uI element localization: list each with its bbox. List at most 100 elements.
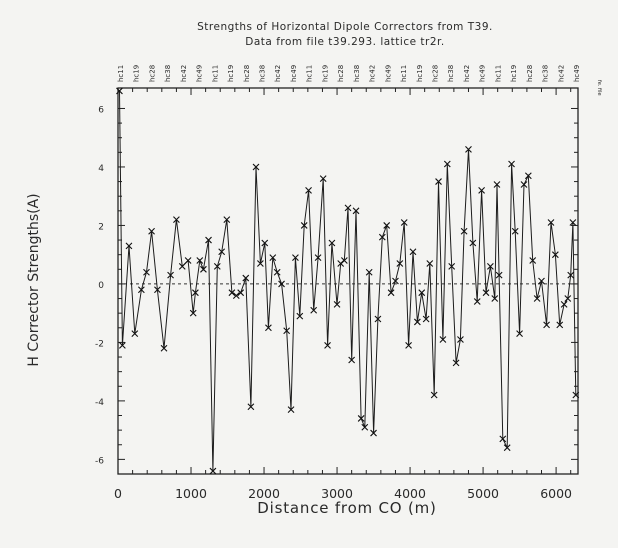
data-point-marker xyxy=(352,207,360,215)
data-point-marker xyxy=(556,321,564,329)
data-point-marker xyxy=(228,289,236,297)
top-corrector-label: hc11 xyxy=(494,65,502,82)
top-corrector-label: hc19 xyxy=(227,65,235,82)
chart-subtitle: Data from file t39.293. lattice tr2r. xyxy=(245,36,444,48)
data-point-marker xyxy=(457,336,464,343)
data-point-marker xyxy=(520,181,528,188)
top-corrector-label: hc19 xyxy=(133,65,141,82)
data-point-marker xyxy=(125,242,133,250)
data-point-marker xyxy=(173,216,180,223)
data-point-marker xyxy=(333,301,341,308)
data-point-marker xyxy=(261,239,269,247)
data-point-marker xyxy=(324,341,331,349)
data-point-marker xyxy=(387,289,395,297)
data-point-marker xyxy=(223,216,231,223)
top-corrector-label: hc28 xyxy=(148,65,156,82)
data-point-marker xyxy=(200,265,207,273)
x-tick-label: 1000 xyxy=(175,486,207,501)
data-point-marker xyxy=(572,391,580,399)
data-point-marker xyxy=(296,312,304,320)
y-tick-label: 6 xyxy=(98,105,104,115)
data-point-marker xyxy=(116,87,123,95)
data-point-marker xyxy=(328,239,336,247)
data-point-marker xyxy=(300,222,308,229)
data-point-marker xyxy=(422,315,430,323)
data-point-marker xyxy=(192,289,199,297)
data-point-marker xyxy=(184,257,192,264)
plot-area: 0 1000 2000 3000 4000 5000 6000 -6 -4 -2 0 2 4 6 hc11 h… xyxy=(95,65,581,501)
top-corrector-label: hc11 xyxy=(400,65,408,82)
top-corrector-label: hc42 xyxy=(369,65,377,82)
x-tick-label: 4000 xyxy=(394,486,426,501)
top-corrector-label: hc49 xyxy=(573,65,581,82)
data-point-marker xyxy=(516,330,523,338)
data-point-marker xyxy=(409,248,417,256)
x-tick-label: 2000 xyxy=(248,486,280,501)
data-point-marker xyxy=(493,181,501,188)
top-corrector-label: hc19 xyxy=(321,65,329,82)
data-point-marker xyxy=(283,327,291,335)
data-point-marker xyxy=(569,219,577,226)
data-point-marker xyxy=(148,227,155,235)
data-point-marker xyxy=(348,356,356,364)
data-point-marker xyxy=(495,271,503,279)
data-point-marker xyxy=(448,262,456,270)
data-point-marker xyxy=(400,219,408,226)
data-point-marker xyxy=(218,248,226,256)
data-point-marker xyxy=(511,227,519,235)
data-point-marker xyxy=(491,295,499,302)
data-point-marker xyxy=(189,309,197,317)
data-point-marker xyxy=(418,289,426,297)
data-point-marker xyxy=(443,160,451,168)
plot-frame xyxy=(117,87,579,475)
data-point-marker xyxy=(118,341,126,349)
data-point-marker xyxy=(452,359,460,367)
data-point-marker xyxy=(167,271,174,279)
top-corrector-label: hc38 xyxy=(259,65,267,82)
data-point-marker xyxy=(567,271,575,279)
data-point-marker xyxy=(486,262,494,270)
top-corrector-label: hc42 xyxy=(274,65,282,82)
data-point-marker xyxy=(435,178,442,185)
data-point-marker xyxy=(378,233,386,241)
x-tick-label: 3000 xyxy=(321,486,353,501)
data-point-marker xyxy=(209,467,217,475)
data-point-marker xyxy=(529,257,537,264)
data-point-marker xyxy=(232,292,240,300)
data-point-marker xyxy=(396,260,404,267)
top-corrector-label: hc19 xyxy=(510,65,518,82)
data-point-marker xyxy=(439,336,447,343)
data-point-marker xyxy=(543,321,550,329)
data-point-marker xyxy=(499,435,507,443)
data-point-marker xyxy=(178,262,186,270)
top-corrector-label: hc28 xyxy=(431,65,439,82)
data-point-marker xyxy=(392,277,399,285)
top-corrector-label: hc11 xyxy=(117,65,125,82)
data-point-marker xyxy=(247,403,255,411)
data-point-marker xyxy=(196,257,204,264)
data-point-marker xyxy=(538,277,545,285)
data-point-marker xyxy=(273,268,281,276)
data-point-marker xyxy=(383,222,391,229)
data-point-marker xyxy=(503,444,511,452)
top-corrector-label: hc49 xyxy=(290,65,298,82)
data-point-marker xyxy=(278,280,285,288)
data-point-marker xyxy=(551,251,559,259)
data-point-marker xyxy=(131,330,139,338)
data-point-marker xyxy=(310,306,318,314)
top-corrector-label: hc42 xyxy=(180,65,188,82)
data-point-marker xyxy=(430,391,438,399)
data-point-marker xyxy=(508,160,515,168)
top-corrector-label: hc19 xyxy=(416,65,424,82)
data-point-marker xyxy=(242,274,250,282)
y-axis-label: H Corrector Strengths(A) xyxy=(26,193,42,366)
top-corrector-label: hc38 xyxy=(542,65,550,82)
y-tick-label: 0 xyxy=(98,281,104,291)
data-point-marker xyxy=(287,406,295,414)
data-point-marker xyxy=(533,295,541,302)
data-point-marker xyxy=(137,286,145,294)
data-point-marker xyxy=(269,254,277,261)
data-point-marker xyxy=(560,301,568,308)
top-corrector-label: hc38 xyxy=(353,65,361,82)
